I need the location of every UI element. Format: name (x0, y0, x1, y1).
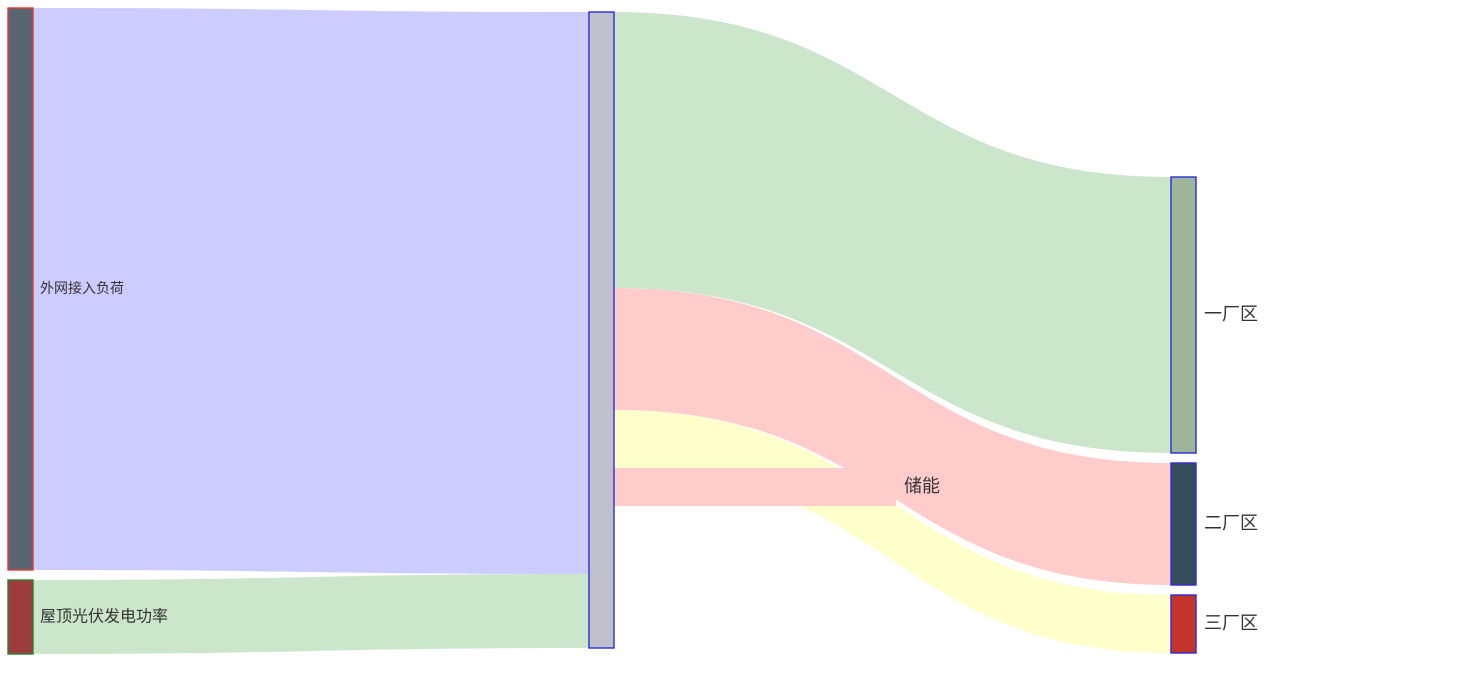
nodes-layer (7, 7, 1197, 655)
sankey-label-grid: 外网接入负荷 (40, 280, 124, 297)
sankey-node-hub (588, 11, 615, 649)
sankey-node-zone3 (1170, 594, 1197, 654)
sankey-label-storage: 储能 (904, 476, 940, 497)
sankey-link-hub-to-zone1 (614, 12, 1171, 453)
sankey-label-solar: 屋顶光伏发电功率 (40, 607, 168, 626)
sankey-node-grid (7, 7, 34, 571)
sankey-node-zone2 (1170, 462, 1197, 586)
sankey-label-zone3: 三厂区 (1204, 613, 1258, 634)
sankey-link-hub-to-zone2 (614, 288, 1171, 585)
sankey-label-zone2: 二厂区 (1204, 513, 1258, 534)
sankey-node-solar (7, 579, 34, 655)
sankey-link-solar-to-hub (33, 574, 589, 654)
sankey-label-zone1: 一厂区 (1204, 304, 1258, 325)
links-layer (33, 8, 1171, 654)
sankey-node-zone1 (1170, 176, 1197, 454)
sankey-link-hub-to-storage (614, 468, 896, 506)
sankey-link-grid-to-hub (33, 8, 589, 574)
